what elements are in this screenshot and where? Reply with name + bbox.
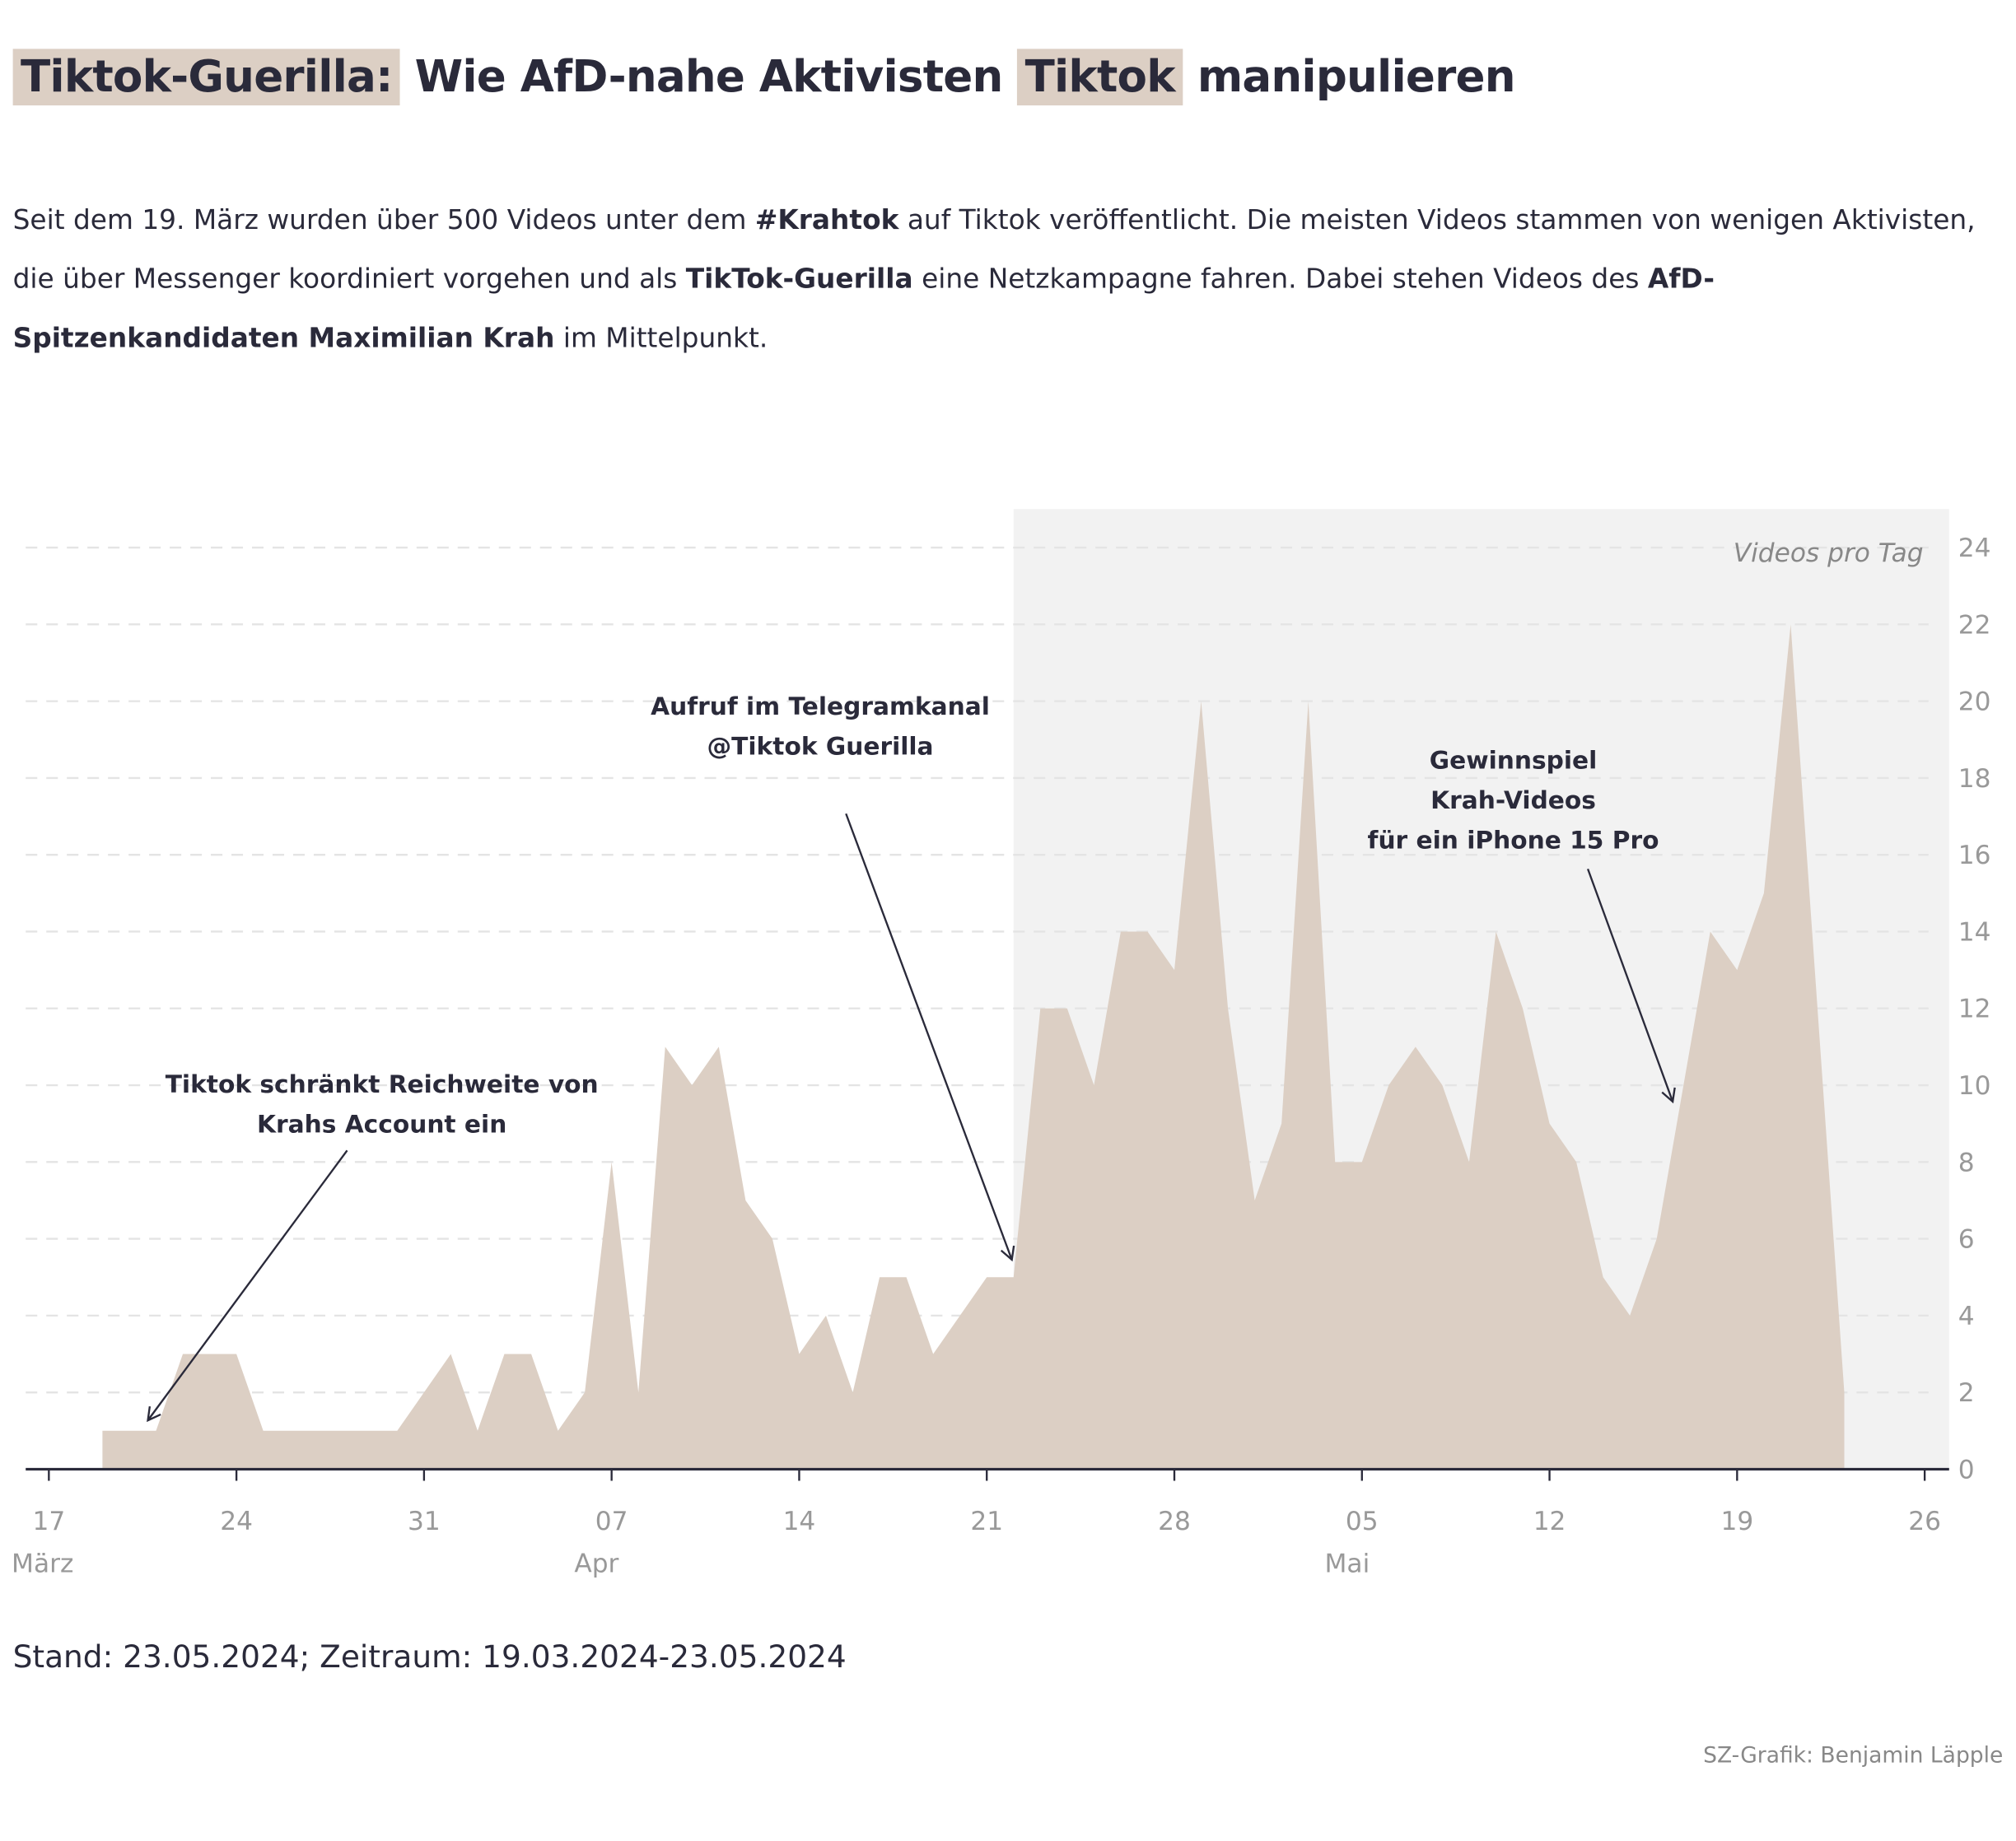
annotation-text: @Tiktok Guerilla [707,731,934,760]
intro-t3: eine Netzkampagne fahren. Dabei stehen V… [912,263,1648,295]
annotation-text: Aufruf im Telegramkanal [651,692,990,720]
intro-b3: AfD-Spitzenkandidaten Maximilian Krah [12,263,1715,354]
annotation-text: Krahs Account ein [257,1109,506,1138]
arrow-head-icon [147,1405,161,1423]
y-tick-label: 14 [1958,917,1991,947]
x-month-label: März [12,1549,73,1578]
annotation-text: Krah-Videos [1430,785,1596,814]
arrow-head-icon [1661,1087,1676,1104]
y-tick-label: 0 [1958,1455,1975,1484]
x-tick-label: 12 [1533,1507,1566,1536]
x-tick-label: 26 [1908,1507,1941,1536]
x-tick-label: 07 [595,1507,628,1536]
intro-b1: #Krahtok [754,204,899,235]
annotation-text: Tiktok schränkt Reichweite von [166,1070,599,1098]
x-tick-label: 17 [32,1507,65,1536]
x-tick-label: 24 [220,1507,253,1536]
intro-text: Seit dem 19. März wurden über 500 Videos… [13,190,1993,367]
y-tick-label: 24 [1958,534,1991,563]
annotation-arrow-line [1586,868,1674,1102]
x-tick-label: 05 [1346,1507,1379,1536]
page-title: Tiktok-Guerilla: Wie AfD-nahe Aktivisten… [12,49,1516,106]
title-highlight-2: Tiktok [1017,49,1183,106]
x-tick-label: 28 [1158,1507,1191,1536]
y-tick-label: 8 [1958,1148,1975,1177]
x-tick-label: 31 [408,1507,441,1536]
y-tick-label: 10 [1958,1071,1991,1101]
x-tick-label: 19 [1720,1507,1753,1536]
intro-b2: TikTok-Guerilla [685,263,913,295]
y-tick-label: 6 [1958,1225,1975,1255]
y-tick-label: 2 [1958,1378,1975,1408]
y-tick-label: 4 [1958,1302,1975,1331]
y-tick-label: 12 [1958,995,1991,1024]
x-month-label: Mai [1325,1549,1370,1578]
y-tick-label: 16 [1958,841,1991,870]
y-tick-label: 18 [1958,764,1991,794]
x-tick-label: 14 [783,1507,816,1536]
intro-t1: Seit dem 19. März wurden über 500 Videos… [12,204,755,235]
title-text-2: Wie AfD-nahe Aktivisten [414,51,1004,103]
y-tick-label: 22 [1958,610,1991,640]
credit: SZ-Grafik: Benjamin Läpple [1703,1742,2004,1769]
title-text-4: manipulieren [1197,51,1516,103]
arrow-head-icon [1000,1245,1015,1262]
y-axis-label: Videos pro Tag [1734,538,1924,568]
area-series [102,624,1845,1470]
y-tick-label: 20 [1958,687,1991,717]
data-status: Stand: 23.05.2024; Zeitraum: 19.03.2024-… [12,1638,847,1676]
annotation-arrow-line [845,813,1013,1261]
annotation-arrow-line [147,1149,348,1421]
annotation-text: Gewinnspiel [1430,746,1598,775]
intro-t2: auf Tiktok veröffentlicht. Die meisten V… [12,204,1976,295]
x-month-label: Apr [574,1549,618,1578]
title-highlight-1: Tiktok-Guerilla: [12,49,400,106]
annotation-text: für ein iPhone 15 Pro [1368,825,1659,854]
x-tick-label: 21 [970,1507,1003,1536]
intro-t4: im Mittelpunkt. [554,322,768,354]
